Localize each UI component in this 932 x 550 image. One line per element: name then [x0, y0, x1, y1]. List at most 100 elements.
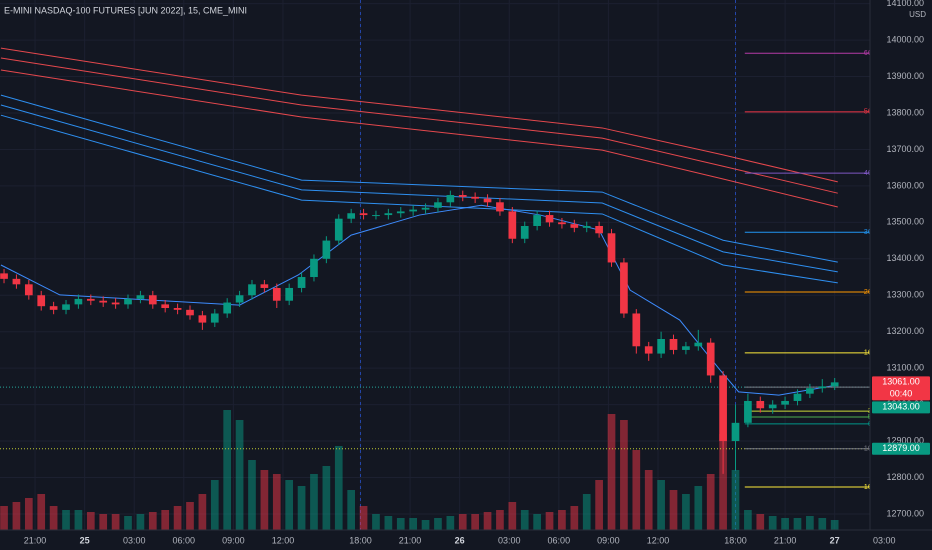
candle-body	[582, 225, 591, 228]
volume-bar	[248, 460, 256, 530]
volume-bar	[24, 498, 33, 530]
volume-bar	[558, 510, 566, 530]
volume-bar	[731, 470, 740, 530]
price-axis	[870, 0, 932, 530]
chart-title: E-MINI NASDAQ-100 FUTURES [JUN 2022], 15…	[4, 5, 247, 15]
y-tick-label: 13700.00	[886, 144, 924, 154]
candle-body	[359, 213, 368, 216]
candle-body	[235, 295, 244, 303]
volume-bar	[570, 506, 579, 530]
volume-bar	[768, 516, 777, 530]
indicator-line	[0, 114, 838, 284]
y-tick-label: 12800.00	[886, 472, 924, 482]
x-tick-label: 03:00	[123, 535, 146, 545]
volume-bar	[545, 512, 554, 530]
volume-bar	[818, 518, 827, 530]
volume-bar	[260, 470, 269, 530]
candle-body	[694, 342, 703, 347]
y-tick-label: 13800.00	[886, 107, 924, 117]
candle-body	[434, 202, 442, 208]
candle-body	[272, 287, 281, 301]
candle-body	[0, 273, 8, 279]
price-tag-label: 13043.00	[882, 402, 920, 412]
volume-bar	[310, 474, 318, 530]
candle-body	[248, 284, 256, 296]
candle-body	[744, 400, 752, 423]
x-tick-label: 03:00	[498, 535, 521, 545]
candle-body	[508, 211, 517, 239]
indicator-line	[0, 57, 838, 194]
candle-body	[111, 302, 120, 305]
candle-body	[620, 262, 628, 314]
candle-body	[334, 218, 343, 241]
x-tick-label: 12:00	[272, 535, 295, 545]
y-tick-label: 13400.00	[886, 253, 924, 263]
candle-body	[793, 393, 802, 401]
axes: 12700.0012800.0012900.0013000.0013100.00…	[24, 0, 930, 545]
y-tick-label: 13200.00	[886, 326, 924, 336]
volume-bar	[781, 518, 789, 530]
volume-bar	[74, 510, 83, 530]
volume-bar	[682, 494, 690, 530]
candle-body	[86, 298, 95, 301]
volume-bar	[37, 494, 46, 530]
volume-bar	[124, 516, 132, 530]
volume-bar	[508, 502, 517, 530]
candle-body	[210, 313, 219, 323]
volume-bar	[719, 434, 727, 530]
candle-body	[706, 342, 715, 376]
plot-area: 661.80%561.80%461.80%361.80%261.80%161.8…	[0, 0, 894, 530]
candle-body	[148, 295, 157, 305]
candle-body	[719, 375, 727, 442]
volume-bar	[446, 516, 455, 530]
volume-bar	[595, 480, 603, 530]
candle-body	[161, 304, 170, 309]
x-tick-label: 06:00	[173, 535, 196, 545]
candle-body	[347, 213, 356, 219]
x-tick-label: 21:00	[24, 535, 47, 545]
volume-bar	[421, 520, 430, 530]
y-tick-label: 13100.00	[886, 363, 924, 373]
volume-bar	[384, 516, 393, 530]
y-tick-label: 12900.00	[886, 435, 924, 445]
candle-body	[830, 382, 839, 387]
candle-body	[310, 258, 318, 278]
volume-bar	[372, 514, 380, 530]
volume-bar	[644, 470, 653, 530]
candle-body	[322, 240, 331, 259]
currency-label: USD	[909, 10, 926, 19]
candle-body	[595, 225, 603, 234]
candle-body	[24, 284, 33, 296]
x-tick-label: 26	[455, 535, 465, 545]
volume-bar	[793, 518, 802, 530]
volume-bar	[161, 510, 170, 530]
volume-bar	[99, 514, 108, 530]
price-tag	[872, 442, 930, 455]
candle-body	[781, 400, 789, 405]
volume-bar	[582, 494, 591, 530]
candle-body	[74, 298, 83, 305]
volume-bar	[632, 450, 641, 530]
x-tick-label: 03:00	[873, 535, 896, 545]
candle-body	[186, 309, 194, 316]
candle-body	[173, 308, 182, 310]
x-tick-label: 21:00	[399, 535, 422, 545]
volume-bar	[62, 510, 70, 530]
candle-body	[99, 300, 108, 303]
volume-bar	[483, 512, 492, 530]
volume-bar	[235, 420, 244, 530]
candle-body	[496, 202, 504, 212]
candle-body	[756, 400, 765, 409]
volume-bar	[496, 510, 504, 530]
volume-bar	[744, 510, 752, 530]
indicator-line	[0, 104, 838, 273]
x-tick-label: 25	[80, 535, 90, 545]
candle-body	[49, 306, 58, 310]
y-tick-label: 13500.00	[886, 217, 924, 227]
candle-body	[657, 338, 665, 354]
volume-bar	[136, 514, 145, 530]
y-tick-label: 13900.00	[886, 71, 924, 81]
volume-bar	[86, 512, 95, 530]
volume-bar	[210, 480, 219, 530]
